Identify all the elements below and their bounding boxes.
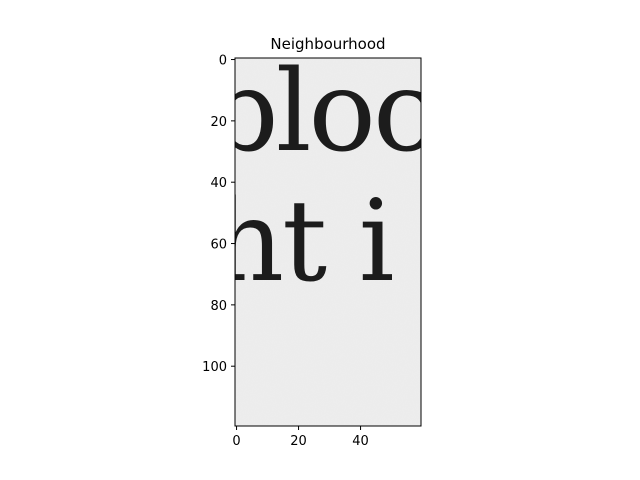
x-axis: 0 20 40	[232, 426, 369, 449]
x-tick-label: 20	[290, 434, 307, 449]
x-tick-label: 0	[232, 434, 240, 449]
y-tick-label: 60	[210, 238, 227, 253]
y-axis: 0 20 40 60 80 100	[202, 54, 235, 375]
image-text-line-1: bloc	[207, 47, 433, 177]
y-tick-label: 0	[219, 54, 227, 69]
image-area: bloc ht i	[207, 47, 433, 426]
y-tick-label: 100	[202, 360, 227, 375]
image-text-line-2: ht i	[212, 177, 393, 307]
y-tick-label: 80	[210, 299, 227, 314]
chart-title: Neighbourhood	[270, 35, 385, 53]
y-tick-label: 40	[210, 176, 227, 191]
x-tick-label: 40	[352, 434, 369, 449]
axes-frame	[234, 57, 422, 427]
paper-texture	[235, 58, 421, 426]
y-tick-label: 20	[210, 115, 227, 130]
